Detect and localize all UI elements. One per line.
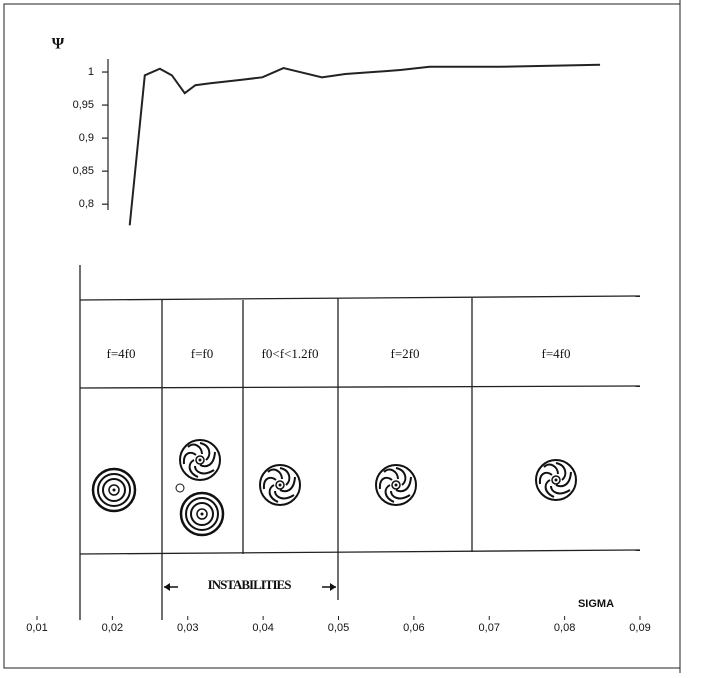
figure: Ψ f=4f0 f=f0 f0<f<1.2f0 f=2f0 f=4f0 INST…	[0, 0, 709, 673]
regime-label: f0<f<1.2f0	[262, 346, 319, 361]
annotation: INSTABILITIES	[208, 577, 292, 592]
impeller-icon	[93, 469, 135, 511]
rotation-icon	[176, 484, 184, 492]
y-tick-label: 1	[88, 66, 94, 78]
arrow-head	[330, 583, 336, 591]
y-tick-label: 0,8	[79, 198, 94, 210]
x-tick-label: 0,07	[479, 622, 500, 634]
x-axis-label: SIGMA	[578, 598, 614, 610]
table-line	[80, 550, 640, 554]
y-tick-label: 0,95	[73, 99, 94, 111]
x-tick-label: 0,02	[102, 622, 123, 634]
x-tick-label: 0,03	[177, 622, 198, 634]
y-tick-label: 0,9	[79, 132, 94, 144]
frame	[4, 4, 680, 668]
table-line	[80, 296, 640, 300]
x-tick-label: 0,05	[328, 622, 349, 634]
regime-label: f=4f0	[542, 346, 571, 361]
impeller-icon	[376, 465, 416, 505]
x-tick-label: 0,06	[403, 622, 424, 634]
y-tick-label: 0,85	[73, 165, 94, 177]
x-tick-label: 0,08	[554, 622, 575, 634]
x-tick-label: 0,04	[252, 622, 273, 634]
x-tick-label: 0,09	[629, 622, 650, 634]
data-line	[130, 65, 600, 226]
impeller-icon	[181, 493, 223, 535]
x-tick-label: 0,01	[26, 622, 47, 634]
impeller-icon	[260, 465, 300, 505]
regime-label: f=2f0	[391, 346, 420, 361]
impeller-icon	[180, 440, 220, 480]
impeller-icon	[536, 460, 576, 500]
table-line	[80, 386, 640, 388]
arrow-head	[164, 583, 170, 591]
regime-label: f=f0	[191, 346, 214, 361]
regime-label: f=4f0	[107, 346, 136, 361]
y-axis-label: Ψ	[52, 36, 65, 53]
